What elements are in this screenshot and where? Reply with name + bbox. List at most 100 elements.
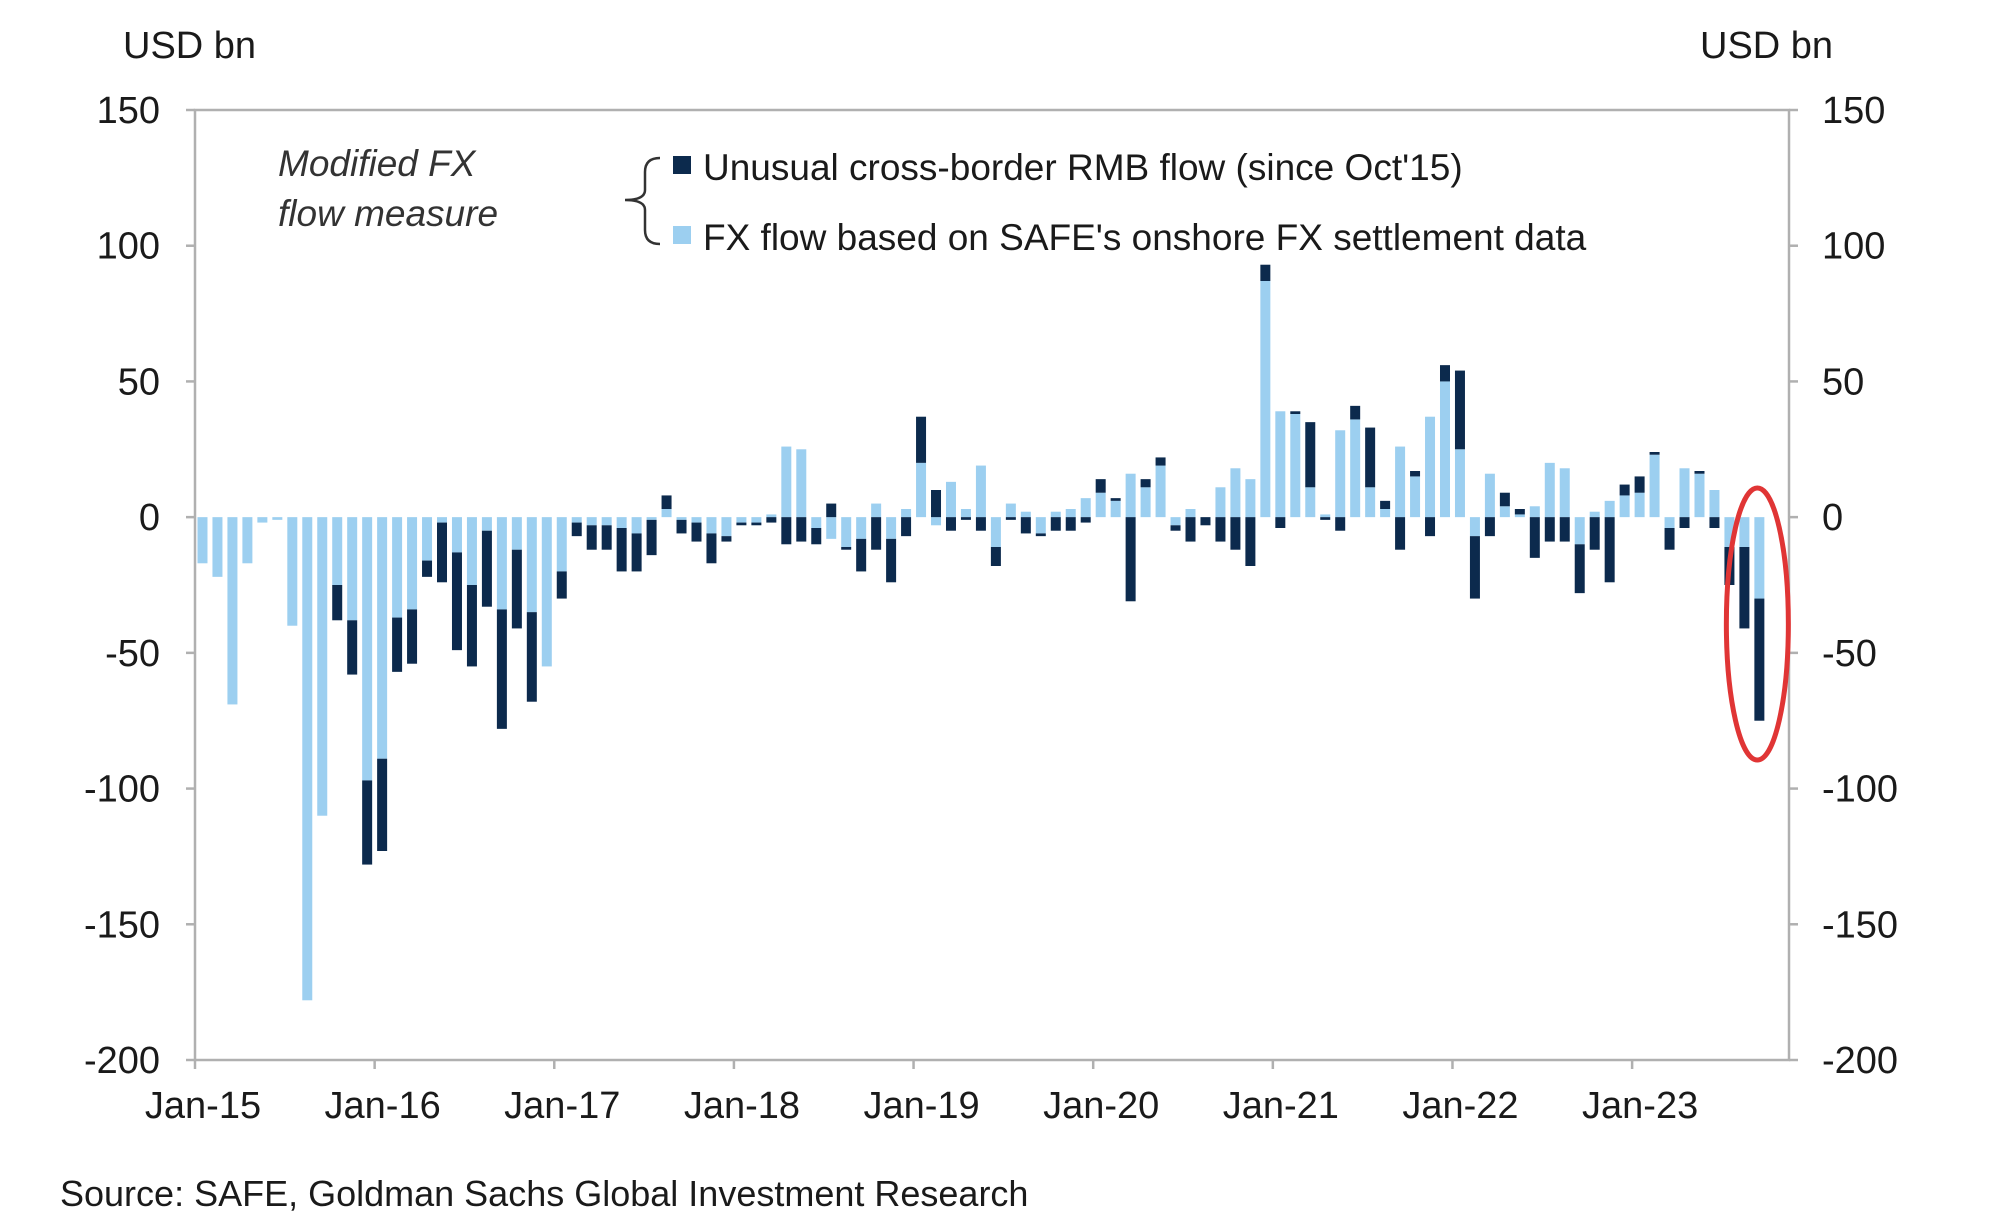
bar-safe-fx-flow (347, 517, 358, 621)
x-tick-label: Jan-21 (1223, 1085, 1339, 1127)
bar-safe-fx-flow (392, 517, 403, 618)
bar-safe-fx-flow (511, 517, 522, 550)
y-tick-label-left: -150 (84, 904, 160, 946)
bar-safe-fx-flow (661, 509, 672, 518)
bar-unusual-rmb-flow (571, 522, 582, 537)
bar-safe-fx-flow (571, 517, 582, 523)
bar-safe-fx-flow (1065, 509, 1076, 518)
bar-unusual-rmb-flow (362, 780, 373, 865)
bar-safe-fx-flow (721, 517, 732, 537)
y-tick-label-left: -50 (105, 633, 160, 675)
bar-safe-fx-flow (706, 517, 717, 534)
bar-unusual-rmb-flow (1080, 517, 1091, 523)
bar-safe-fx-flow (272, 517, 283, 520)
bar-safe-fx-flow (1454, 449, 1465, 518)
bar-safe-fx-flow (212, 517, 223, 577)
bar-safe-fx-flow (601, 517, 612, 526)
axes: 150 150 100 100 50 50 0 0 -50 -50 -100 -100 -150 -150… (84, 90, 1898, 1127)
bar-safe-fx-flow (317, 517, 328, 816)
bar-unusual-rmb-flow (1664, 528, 1675, 550)
legend: Unusual cross-border RMB flow (since Oct… (624, 147, 1587, 258)
bar-safe-fx-flow (796, 449, 807, 518)
bar-safe-fx-flow (631, 517, 642, 534)
bar-unusual-rmb-flow (481, 530, 492, 607)
bar-unusual-rmb-flow (556, 571, 567, 599)
bar-unusual-rmb-flow (1350, 405, 1361, 420)
bar-unusual-rmb-flow (975, 517, 986, 531)
x-tick-label: Jan-23 (1582, 1085, 1698, 1127)
bar-safe-fx-flow (691, 517, 702, 523)
bar-safe-fx-flow (1380, 509, 1391, 518)
bar-safe-fx-flow (960, 509, 971, 518)
bar-unusual-rmb-flow (1200, 517, 1211, 526)
bar-safe-fx-flow (916, 462, 927, 518)
bar-unusual-rmb-flow (377, 758, 388, 851)
bar-unusual-rmb-flow (631, 533, 642, 572)
bar-safe-fx-flow (1425, 416, 1436, 518)
bar-unusual-rmb-flow (931, 490, 942, 518)
annotation-line-1: Modified FX (278, 143, 477, 184)
bar-unusual-rmb-flow (1260, 264, 1271, 281)
annotation-line-2: flow measure (278, 193, 498, 234)
x-tick-label: Jan-15 (145, 1085, 261, 1127)
bar-safe-fx-flow (332, 517, 343, 585)
bar-unusual-rmb-flow (781, 517, 792, 545)
bar-safe-fx-flow (1365, 487, 1376, 518)
bar-unusual-rmb-flow (1425, 517, 1436, 537)
bar-safe-fx-flow (1215, 487, 1226, 518)
y-tick-label-right: 50 (1822, 361, 1864, 403)
bar-unusual-rmb-flow (347, 620, 358, 675)
bar-safe-fx-flow (451, 517, 462, 553)
bar-unusual-rmb-flow (1484, 517, 1495, 537)
x-tick-label: Jan-16 (325, 1085, 441, 1127)
bar-unusual-rmb-flow (1305, 422, 1316, 488)
bar-safe-fx-flow (1619, 495, 1630, 518)
bar-unusual-rmb-flow (1320, 517, 1331, 520)
bar-safe-fx-flow (586, 517, 597, 526)
bar-safe-fx-flow (466, 517, 477, 585)
bar-safe-fx-flow (736, 517, 747, 523)
bar-safe-fx-flow (1529, 506, 1540, 518)
bar-safe-fx-flow (1484, 473, 1495, 518)
bar-unusual-rmb-flow (1005, 517, 1016, 520)
bars (197, 264, 1765, 1001)
bar-safe-fx-flow (526, 517, 537, 613)
bar-unusual-rmb-flow (1065, 517, 1076, 531)
bar-safe-fx-flow (1305, 487, 1316, 518)
bar-safe-fx-flow (1110, 500, 1121, 518)
bar-safe-fx-flow (1469, 517, 1480, 537)
bar-safe-fx-flow (1140, 487, 1151, 518)
bar-unusual-rmb-flow (841, 547, 852, 550)
bar-unusual-rmb-flow (1095, 479, 1106, 493)
bar-unusual-rmb-flow (1020, 517, 1031, 534)
y-tick-label-right: 0 (1822, 497, 1843, 539)
bar-safe-fx-flow (1514, 514, 1525, 518)
bar-unusual-rmb-flow (706, 533, 717, 564)
bar-safe-fx-flow (1020, 511, 1031, 518)
bar-unusual-rmb-flow (407, 609, 418, 664)
bar-safe-fx-flow (422, 517, 433, 561)
bar-unusual-rmb-flow (871, 517, 882, 550)
bar-safe-fx-flow (1050, 511, 1061, 518)
bar-unusual-rmb-flow (646, 519, 657, 556)
bar-unusual-rmb-flow (1514, 509, 1525, 515)
bar-safe-fx-flow (945, 481, 956, 518)
bar-safe-fx-flow (886, 517, 897, 539)
bar-unusual-rmb-flow (1679, 517, 1690, 528)
bar-safe-fx-flow (437, 517, 448, 523)
bar-unusual-rmb-flow (1589, 517, 1600, 550)
bar-safe-fx-flow (227, 517, 238, 705)
bar-unusual-rmb-flow (1380, 500, 1391, 509)
y-tick-label-right: -50 (1822, 633, 1877, 675)
bar-unusual-rmb-flow (945, 517, 956, 531)
bar-safe-fx-flow (841, 517, 852, 547)
bar-safe-fx-flow (1574, 517, 1585, 545)
bar-safe-fx-flow (1589, 511, 1600, 518)
bar-safe-fx-flow (541, 517, 552, 667)
legend-label-safe-flow: FX flow based on SAFE's onshore FX settl… (703, 217, 1587, 258)
bar-safe-fx-flow (1230, 468, 1241, 518)
legend-swatch-dark (673, 156, 691, 174)
bar-safe-fx-flow (990, 517, 1001, 547)
bar-unusual-rmb-flow (422, 560, 433, 577)
